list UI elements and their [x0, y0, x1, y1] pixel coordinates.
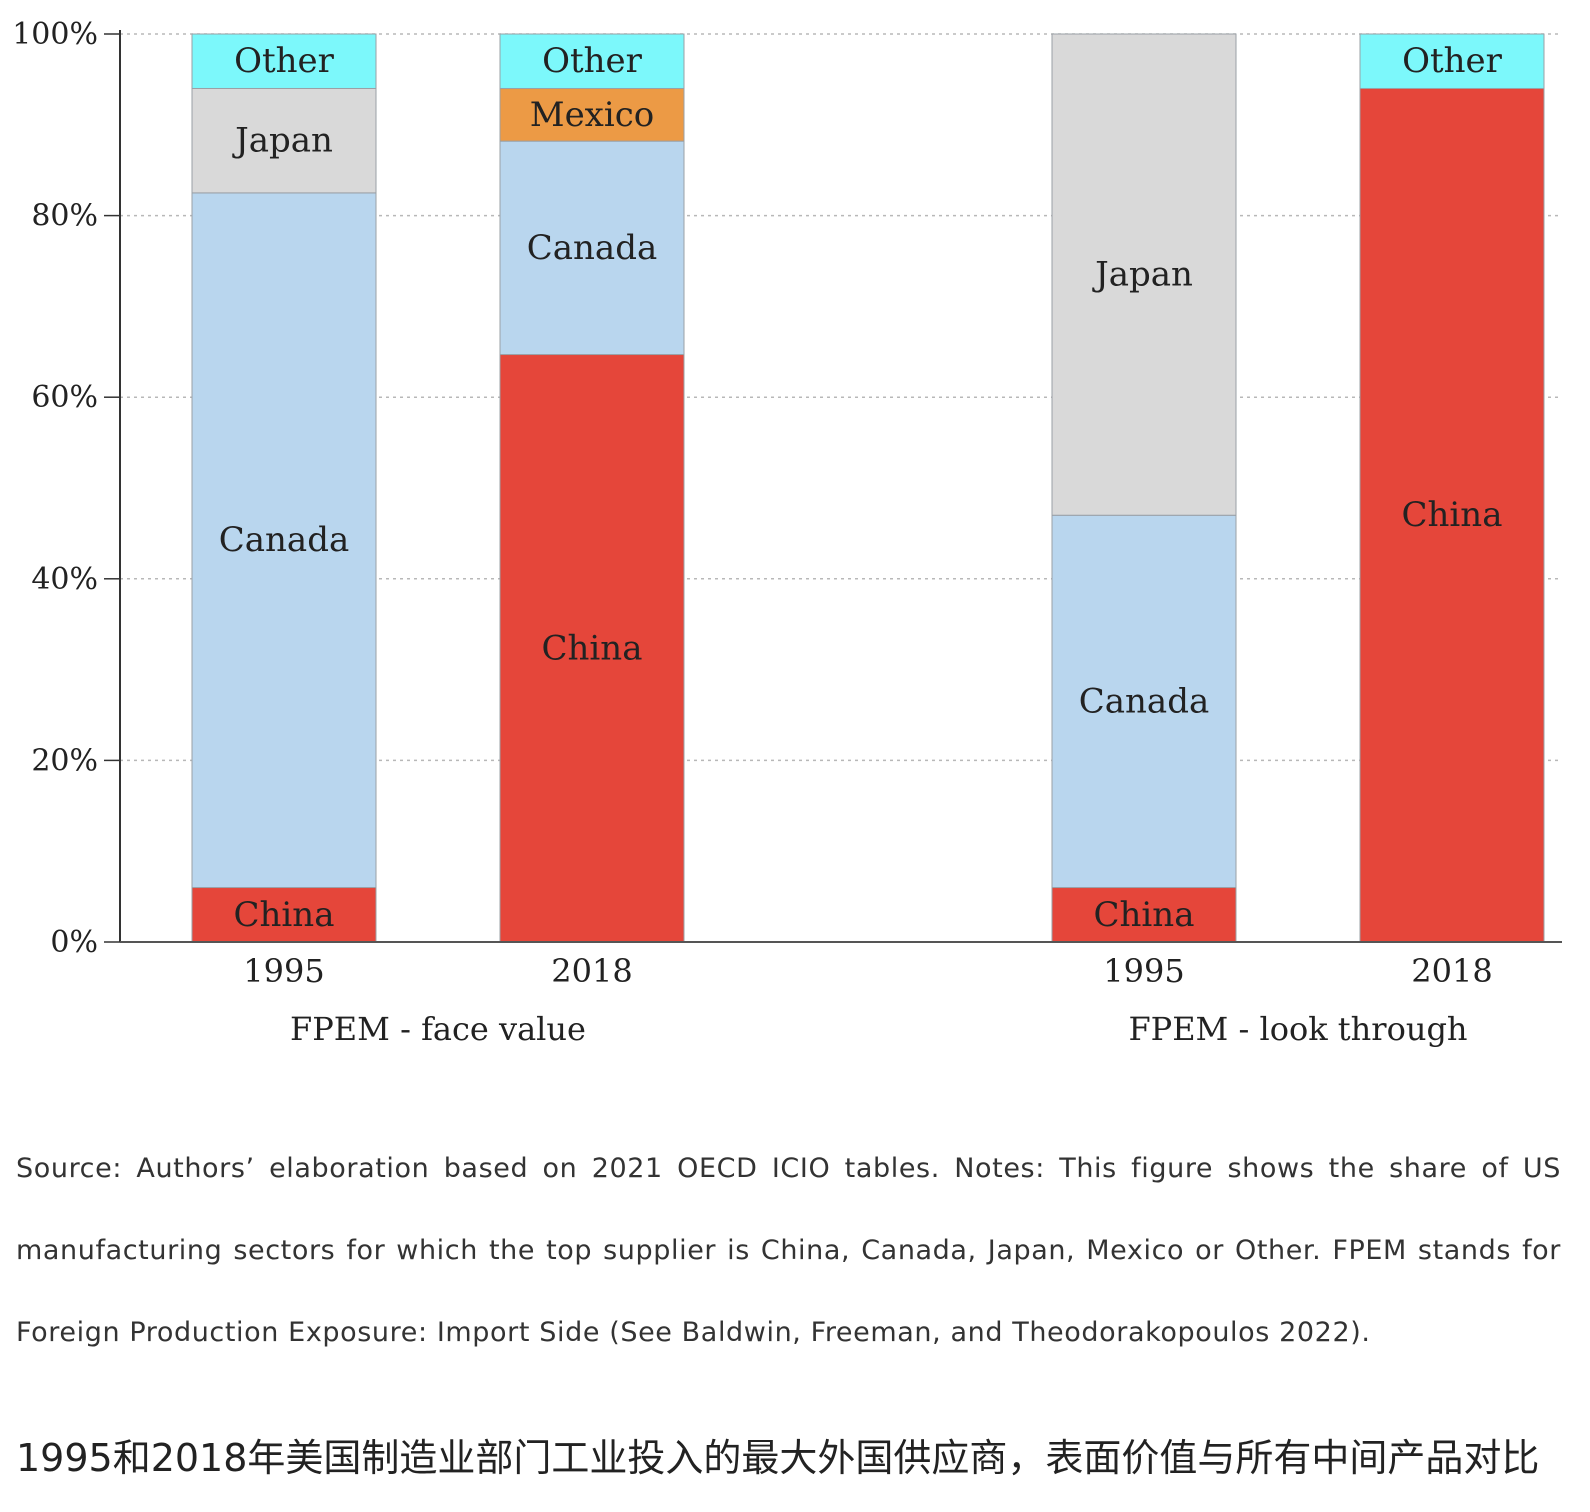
bar-segment-other: [191, 33, 377, 89]
source-notes: Source: Authors’ elaboration based on 20…: [16, 1153, 1561, 1348]
chinese-caption: 1995和2018年美国制造业部门工业投入的最大外国供应商，表面价值与所有中间产…: [16, 1436, 1540, 1480]
segment-label-china: China: [542, 628, 643, 668]
bar-segment-japan: [1051, 33, 1237, 516]
x-tick-label: 1995: [243, 952, 324, 990]
segment-label-mexico: Mexico: [530, 95, 655, 135]
segment-label-china: China: [1402, 495, 1503, 535]
bar-segment-china: [1359, 87, 1545, 943]
segment-label-china: China: [1094, 895, 1195, 935]
segment-label-canada: Canada: [1079, 681, 1210, 721]
bar-segment-china: [1051, 887, 1237, 943]
segment-label-china: China: [234, 895, 335, 935]
segment-label-other: Other: [1402, 41, 1503, 81]
segment-label-other: Other: [234, 41, 335, 81]
bar-segment-canada: [1051, 514, 1237, 889]
bar-segment-other: [1359, 33, 1545, 89]
x-tick-label: 2018: [551, 952, 632, 990]
bar-segment-canada: [191, 192, 377, 889]
y-tick-label: 0%: [50, 925, 98, 960]
group-label: FPEM - face value: [290, 1010, 586, 1048]
bar-segment-china: [499, 354, 685, 943]
segment-label-japan: Japan: [232, 121, 333, 161]
y-tick-label: 20%: [31, 743, 98, 778]
segment-label-other: Other: [542, 41, 643, 81]
x-tick-label: 2018: [1411, 952, 1492, 990]
y-tick-label: 100%: [12, 17, 98, 52]
y-tick-label: 40%: [31, 562, 98, 597]
y-tick-label: 80%: [31, 199, 98, 234]
bar-segment-canada: [499, 140, 685, 356]
bar-segment-other: [499, 33, 685, 89]
segment-label-japan: Japan: [1092, 255, 1193, 295]
group-label: FPEM - look through: [1128, 1010, 1467, 1048]
x-tick-label: 1995: [1103, 952, 1184, 990]
segment-label-canada: Canada: [219, 520, 350, 560]
y-tick-label: 60%: [31, 380, 98, 415]
bar-segment-mexico: [499, 87, 685, 142]
segment-label-canada: Canada: [527, 228, 658, 268]
stacked-bar-chart: 0% 20% 40% 60% 80% 100% China Canada Japan Other 1…: [12, 17, 1562, 1048]
